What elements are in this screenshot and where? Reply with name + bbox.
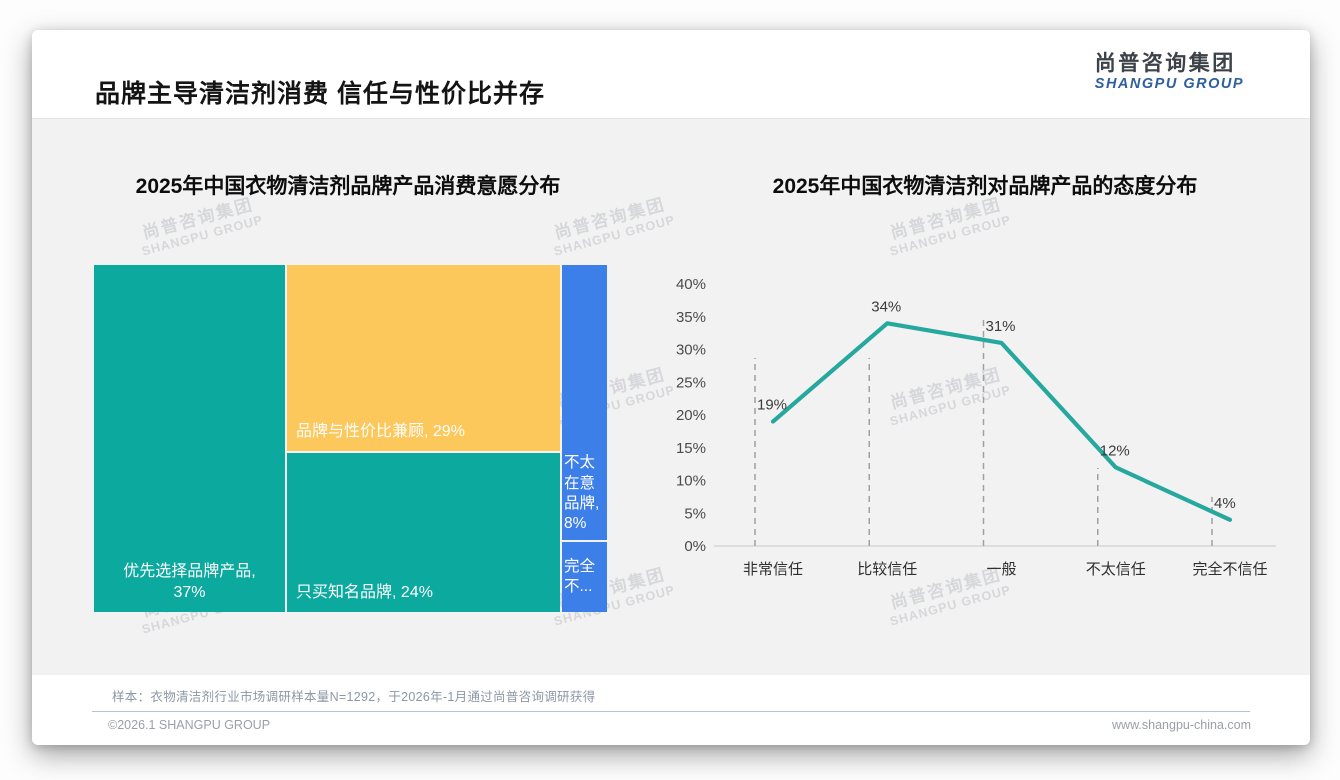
svg-text:40%: 40% [676, 276, 706, 293]
svg-text:5%: 5% [684, 505, 706, 522]
svg-text:15%: 15% [676, 440, 706, 457]
svg-text:完全不信任: 完全不信任 [1192, 560, 1267, 578]
footer-divider [92, 711, 1250, 712]
company-logo: 尚普咨询集团 SHANGPU GROUP [1095, 52, 1244, 93]
svg-text:19%: 19% [757, 397, 787, 414]
line-chart-title: 2025年中国衣物清洁剂对品牌产品的态度分布 [772, 175, 1198, 198]
treemap-segment-brand-and-value: 品牌与性价比兼顾, 29% [287, 265, 560, 451]
svg-text:不太信任: 不太信任 [1086, 561, 1146, 578]
logo-english-text: SHANGPU GROUP [1094, 76, 1244, 93]
header-divider [32, 118, 1310, 119]
treemap-chart-title: 2025年中国衣物清洁剂品牌产品消费意愿分布 [135, 175, 561, 198]
copyright-text: ©2026.1 SHANGPU GROUP [108, 718, 271, 732]
svg-text:10%: 10% [676, 473, 706, 490]
treemap-segment-not-care-brand: 不太在意品牌, 8% [562, 265, 607, 540]
consumption-willingness-treemap: 优先选择品牌产品, 37% 品牌与性价比兼顾, 29% 只买知名品牌, 24% … [94, 265, 607, 612]
treemap-segment-only-famous-brand: 只买知名品牌, 24% [287, 453, 560, 612]
treemap-segment-not-at-all: 完全不... [562, 542, 607, 612]
sample-footnote: 样本：衣物清洁剂行业市场调研样本量N=1292，于2026年-1月通过尚普咨询调… [112, 690, 596, 704]
page-title: 品牌主导清洁剂消费 信任与性价比并存 [95, 80, 545, 108]
svg-text:34%: 34% [871, 298, 901, 315]
svg-text:非常信任: 非常信任 [743, 561, 803, 578]
attitude-line-chart: 0% 5% 10% 15% 20% 25% 30% 35% 40% 19% 34% 31% 12% 4% 非… [662, 270, 1292, 600]
svg-text:比较信任: 比较信任 [857, 560, 917, 578]
svg-text:31%: 31% [986, 318, 1016, 335]
svg-text:0%: 0% [684, 538, 706, 555]
website-url: www.shangpu-china.com [1112, 718, 1251, 732]
svg-text:一般: 一般 [986, 561, 1016, 578]
svg-text:4%: 4% [1214, 495, 1236, 512]
svg-text:25%: 25% [676, 374, 706, 391]
slide-card: 品牌主导清洁剂消费 信任与性价比并存 尚普咨询集团 SHANGPU GROUP … [32, 30, 1310, 745]
logo-chinese-text: 尚普咨询集团 [1094, 52, 1236, 75]
svg-text:20%: 20% [676, 407, 706, 424]
treemap-segment-prefer-brand: 优先选择品牌产品, 37% [94, 265, 285, 612]
line-chart-svg: 0% 5% 10% 15% 20% 25% 30% 35% 40% 19% 34% 31% 12% 4% 非… [676, 276, 1276, 578]
svg-text:30%: 30% [676, 342, 706, 359]
svg-text:12%: 12% [1100, 442, 1130, 459]
svg-text:35%: 35% [676, 309, 706, 326]
